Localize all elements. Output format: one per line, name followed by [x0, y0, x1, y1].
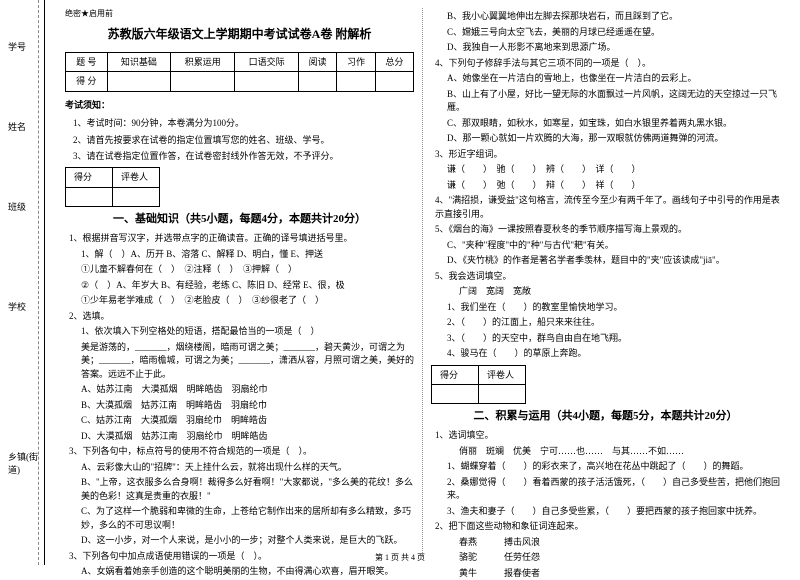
td — [235, 72, 299, 91]
content-area: 绝密★启用前 苏教版六年级语文上学期期中考试试卷A卷 附解析 题 号 知识基础 … — [45, 0, 800, 565]
margin-label: 乡镇(街道) — [8, 450, 44, 476]
option: D、这一小步，对一个人来说，是小小的一步；对整个人类来说，是巨大的飞跃。 — [65, 534, 414, 548]
question: 2、选填。 — [65, 310, 414, 324]
question: 4、"满招损，谦受益"这句格言，流传至今至少有两千年了。画线句子中引号的作用是表… — [431, 194, 780, 221]
section-heading: 二、积累与运用（共4小题，每题5分，本题共计20分） — [431, 408, 780, 426]
margin-label: 学号 — [8, 40, 26, 53]
question-sub: 2、桑娜觉得（ ）看着西蒙的孩子活活饿死，（ ）自己多受些苦，把他们抱回来。 — [431, 476, 780, 503]
match-row: 黄牛 报春使者 — [431, 567, 780, 580]
gc: 评卷人 — [113, 168, 160, 187]
th: 总分 — [375, 52, 413, 71]
th: 积累运用 — [171, 52, 235, 71]
question-sub: ②（ ）A、年岁大 B、有经验，老练 C、陈旧 D、经常 E、很，极 — [65, 279, 414, 293]
question-text: 美是游荡的，_______，烟绕楼阁，暗雨可谓之美；_______，碧天黄沙，可… — [65, 341, 414, 382]
question: 3、形近字组词。 — [431, 148, 780, 162]
notice-item: 3、请在试卷指定位置作答，在试卷密封线外作答无效，不予评分。 — [65, 149, 414, 163]
option: D、我独自一人形影不离地来到思源广场。 — [431, 41, 780, 55]
option: C、姑苏江南 大漠孤烟 羽扇纶巾 明眸皓齿 — [65, 414, 414, 428]
question: 3、下列各句中，标点符号的使用不符合规范的一项是（ ）。 — [65, 445, 414, 459]
word-bank: 俏丽 斑斓 优美 宁可……也…… 与其……不如…… — [431, 445, 780, 459]
left-column: 绝密★启用前 苏教版六年级语文上学期期中考试试卷A卷 附解析 题 号 知识基础 … — [57, 8, 423, 557]
td — [337, 72, 375, 91]
notice-item: 2、请首先按要求在试卷的指定位置填写您的姓名、班级、学号。 — [65, 133, 414, 147]
option: C、嫦娥三号向太空飞去，美丽的月球已经遥遥在望。 — [431, 26, 780, 40]
question: 1、选词填空。 — [431, 429, 780, 443]
grade-table: 得分评卷人 — [431, 365, 526, 404]
gc: 评卷人 — [479, 365, 526, 384]
question: 4、下列句子修辞手法与其它三项不同的一项是（ ）。 — [431, 57, 780, 71]
option: D、大漠孤烟 姑苏江南 羽扇纶巾 明眸皓齿 — [65, 430, 414, 444]
question-sub: ①少年易老学难成（ ） ②老脸皮（ ） ③纱很老了（ ） — [65, 294, 414, 308]
question: 5、《烟台的海》一课按照春夏秋冬的季节顺序描写海上景观的。 — [431, 223, 780, 237]
option: A、姑苏江南 大漠孤烟 明眸皓齿 羽扇纶巾 — [65, 383, 414, 397]
option: A、她像坐在一片洁白的雪地上，也像坐在一片洁白的云彩上。 — [431, 72, 780, 86]
notice-heading: 考试须知： — [65, 98, 414, 112]
option: B、"上帝，这衣服多么合身啊！裁得多么好看啊！"大家都说，"多么美的花纹！多么美… — [65, 476, 414, 503]
margin-label: 班级 — [8, 200, 26, 213]
option: D、那一颗心就如一片欢腾的大海，那一双眼就仿佛两道舞弹的河流。 — [431, 132, 780, 146]
question-sub: 1、我们坐在（ ）的教室里愉快地学习。 — [431, 301, 780, 315]
margin-label: 姓名 — [8, 120, 26, 133]
gc — [479, 384, 526, 403]
question-sub: 1、依次填入下列空格处的短语，搭配最恰当的一项是（ ） — [65, 325, 414, 339]
notice-item: 1、考试时间：90分钟，本卷满分为100分。 — [65, 116, 414, 130]
th: 习作 — [337, 52, 375, 71]
th: 阅读 — [299, 52, 337, 71]
gc: 得分 — [432, 365, 479, 384]
binding-margin: 学号 姓名 班级 学校 乡镇(街道) — [0, 0, 45, 565]
blank-row: 谦（ ） 驰（ ） 辨（ ） 详（ ） — [431, 163, 780, 177]
exam-title: 苏教版六年级语文上学期期中考试试卷A卷 附解析 — [65, 25, 414, 44]
option: B、山上有了小屋，好比一望无际的水面飘过一片风帆，这阔无边的天空掠过一只飞雁。 — [431, 88, 780, 115]
option: C、那双眼睛，如秋水，如寒星，如宝珠，如白水银里养着两丸黑水银。 — [431, 117, 780, 131]
td: 得 分 — [66, 72, 108, 91]
th: 题 号 — [66, 52, 108, 71]
question-sub: 3、渔夫和妻子（ ）自己多受些累，（ ）要把西蒙的孩子抱回家中抚养。 — [431, 505, 780, 519]
blank-row: 谦（ ） 弛（ ） 辩（ ） 祥（ ） — [431, 179, 780, 193]
td — [299, 72, 337, 91]
secret-label: 绝密★启用前 — [65, 8, 414, 21]
margin-label: 学校 — [8, 300, 26, 313]
option: B、大漠孤烟 姑苏江南 明眸皓齿 羽扇纶巾 — [65, 399, 414, 413]
word-bank: 广阔 宽阔 宽敞 — [431, 285, 780, 299]
right-column: B、我小心翼翼地伸出左脚去探那块岩石，而且踩到了它。 C、嫦娥三号向太空飞去，美… — [423, 8, 788, 557]
question: 1、根据拼音写汉字，并选带点字的正确读音。正确的译号填进括号里。 — [65, 232, 414, 246]
question-sub: ①儿童不解春何在（ ） ②注释（ ） ③押解（ ） — [65, 263, 414, 277]
td — [107, 72, 171, 91]
grade-table: 得分评卷人 — [65, 167, 160, 206]
td — [375, 72, 413, 91]
option: C、"夹种"程度"中的"种"与古代"耙"有关。 — [431, 239, 780, 253]
gc — [66, 187, 113, 206]
option: A、云彩像大山的"招牌"：天上挂什么云，就将出现什么样的天气。 — [65, 461, 414, 475]
option: D、《夹竹桃》的作者是著名学者季羡林，题目中的"夹"应该读成"jiā"。 — [431, 254, 780, 268]
gc: 得分 — [66, 168, 113, 187]
section-heading: 一、基础知识（共5小题，每题4分，本题共计20分） — [65, 211, 414, 229]
option: A、女娲看着她亲手创造的这个聪明美丽的生物，不由得满心欢喜，眉开眼笑。 — [65, 565, 414, 579]
option: B、我小心翼翼地伸出左脚去探那块岩石，而且踩到了它。 — [431, 10, 780, 24]
gc — [432, 384, 479, 403]
question: 5、我会选词填空。 — [431, 270, 780, 284]
gc — [113, 187, 160, 206]
td — [171, 72, 235, 91]
match-row: 春燕 搏击风浪 — [431, 536, 780, 550]
th: 口语交际 — [235, 52, 299, 71]
question-sub: 4、骏马在（ ）的草原上奔跑。 — [431, 347, 780, 361]
question-sub: 1、解（ ）A、历开 B、溶落 C、解释 D、明白，懂 E、押送 — [65, 248, 414, 262]
question-sub: 3、（ ）的天空中，群鸟自由自在地飞翔。 — [431, 332, 780, 346]
score-table: 题 号 知识基础 积累运用 口语交际 阅读 习作 总分 得 分 — [65, 52, 414, 92]
page-footer: 第 1 页 共 4 页 — [0, 552, 800, 563]
question-sub: 2、（ ）的江面上，船只来来往往。 — [431, 316, 780, 330]
question: 2、把下面这些动物和象征词连起来。 — [431, 520, 780, 534]
question-sub: 1、蝴蝶穿着（ ）的彩衣来了，高兴地在花丛中跳起了（ ）的舞蹈。 — [431, 460, 780, 474]
th: 知识基础 — [107, 52, 171, 71]
option: C、为了这样一个脆弱和卑微的生命，上苍给它制作出来的居所却有多么精致，多巧妙，多… — [65, 505, 414, 532]
